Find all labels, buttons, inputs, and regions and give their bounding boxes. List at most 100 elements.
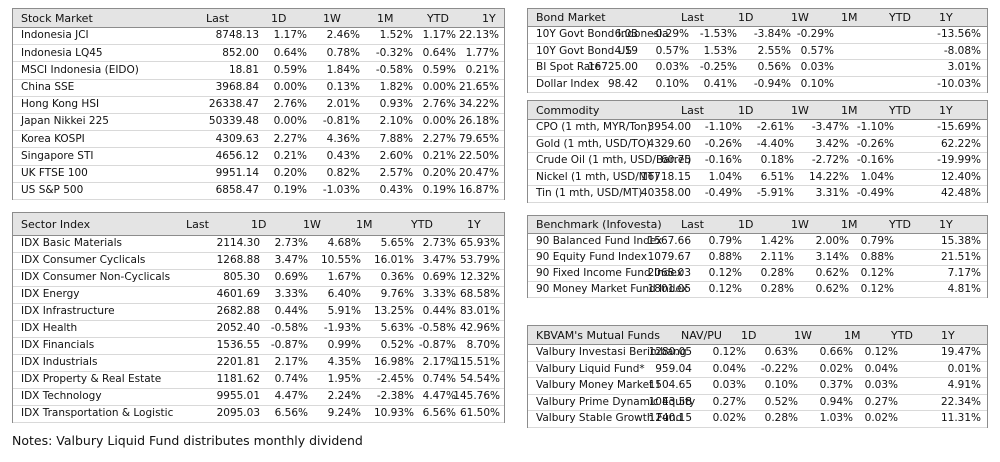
cell-value: 959.04 — [655, 362, 692, 375]
cell-value: -13.56% — [937, 28, 981, 40]
cell-value: 2.55% — [757, 44, 791, 57]
cell-value: 0.20% — [422, 166, 456, 179]
cell-value: 22.50% — [458, 149, 499, 162]
cell-value: 3.33% — [274, 288, 308, 301]
cell-value: -2.61% — [756, 121, 794, 133]
cell-value: 16725.00 — [587, 61, 638, 73]
cell-value: 0.02% — [712, 412, 746, 425]
cell-value: 79.65% — [458, 132, 499, 145]
cell-value: 1.77% — [465, 46, 499, 59]
cell-value: 2201.81 — [216, 356, 260, 369]
cell-value: -0.49% — [704, 187, 742, 199]
cell-value: 4309.63 — [215, 132, 259, 145]
table-row: Hong Kong HSI 26338.47 2.76% 2.01% 0.93% 2.76… — [13, 96, 504, 114]
cell-value: 0.57% — [800, 44, 834, 57]
row-label: 90 Balanced Fund Index — [536, 234, 663, 247]
cell-value: 14.22% — [808, 170, 849, 183]
cell-value: -0.29% — [651, 28, 689, 40]
cell-value: 0.21% — [273, 149, 307, 162]
cell-value: 0.69% — [274, 271, 308, 284]
table-row: CPO (1 mth, MYR/Ton) 3954.00 -1.10% -2.61% -… — [528, 119, 987, 137]
cell-value: 0.59% — [422, 63, 456, 76]
table-row: Nickel (1 mth, USD/MT) 16718.15 1.04% 6.51%… — [528, 169, 987, 186]
column-header: YTD — [889, 218, 911, 231]
cell-value: 4.47% — [422, 390, 456, 403]
cell-value: -0.26% — [856, 137, 894, 150]
header-row: KBVAM's Mutual Funds NAV/PU 1D 1W 1M YTD 1Y — [528, 326, 987, 345]
cell-value: 16.87% — [458, 184, 499, 197]
cell-value: 1.82% — [379, 80, 413, 93]
table-row: IDX Transportation & Logistic 2095.03 6.56… — [13, 405, 504, 423]
cell-value: -1.10% — [704, 121, 742, 133]
cell-value: 1.95% — [327, 373, 361, 386]
cell-value: 115.51% — [453, 356, 500, 369]
cell-value: -2.72% — [811, 154, 849, 166]
column-header: 1W — [303, 217, 321, 231]
cell-value: 0.21% — [422, 149, 456, 162]
table-title: KBVAM's Mutual Funds — [536, 328, 660, 342]
column-header: 1W — [794, 328, 812, 342]
cell-value: 0.44% — [274, 305, 308, 318]
cell-value: 6.40% — [327, 288, 361, 301]
cell-value: 0.13% — [326, 80, 360, 93]
cell-value: 0.28% — [764, 412, 798, 425]
row-label: IDX Property & Real Estate — [21, 373, 162, 386]
header-row: Benchmark (Infovesta) Last 1D 1W 1M YTD 1Y — [528, 216, 987, 234]
cell-value: 0.62% — [815, 266, 849, 279]
table-row: IDX Infrastructure 2682.88 0.44% 5.91% 13.25… — [13, 303, 504, 321]
cell-value: -0.22% — [760, 362, 798, 375]
cell-value: 53.79% — [459, 254, 500, 267]
cell-value: 0.74% — [422, 373, 456, 386]
cell-value: 0.12% — [860, 282, 894, 295]
table-title: Stock Market — [21, 11, 93, 25]
table-row: Tin (1 mth, USD/MT) 40358.00 -0.49% -5.91% 3… — [528, 185, 987, 203]
cell-value: 0.28% — [760, 266, 794, 279]
column-header: 1Y — [941, 328, 955, 342]
column-header: 1D — [251, 217, 267, 231]
cell-value: 0.03% — [655, 61, 689, 73]
column-header: 1Y — [482, 11, 496, 25]
table-row: IDX Property & Real Estate 1181.62 0.74% 1.… — [13, 371, 504, 389]
row-label: IDX Health — [21, 322, 78, 335]
cell-value: 2.73% — [422, 237, 456, 250]
cell-value: 10.93% — [373, 407, 414, 420]
cell-value: 1268.88 — [216, 254, 260, 267]
row-label: China SSE — [21, 80, 75, 93]
row-label: 90 Equity Fund Index — [536, 250, 647, 263]
cell-value: 2.11% — [760, 250, 794, 263]
cell-value: 2.00% — [815, 234, 849, 247]
cell-value: 0.44% — [422, 305, 456, 318]
cell-value: 0.00% — [422, 80, 456, 93]
column-header: 1M — [356, 217, 373, 231]
cell-value: 4.81% — [947, 282, 981, 295]
cell-value: -0.87% — [270, 339, 308, 352]
cell-value: 0.00% — [422, 115, 456, 128]
cell-value: 42.48% — [940, 187, 981, 199]
cell-value: 4.19 — [614, 44, 638, 57]
column-header: 1M — [841, 103, 858, 117]
table-row: Indonesia LQ45 852.00 0.64% 0.78% -0.32% 0.64… — [13, 44, 504, 63]
column-header: 1M — [841, 11, 858, 24]
cell-value: 0.66% — [819, 346, 853, 359]
cell-value: 6.51% — [760, 170, 794, 183]
table-panel: Sector Index Last 1D 1W 1M YTD 1Y IDX Basic Mat… — [12, 212, 505, 423]
column-header: 1D — [738, 218, 754, 231]
cell-value: 16.01% — [373, 254, 414, 267]
table-row: 90 Money Market Fund Index 1801.05 0.12% 0.… — [528, 281, 987, 298]
cell-value: 0.12% — [708, 266, 742, 279]
cell-value: 0.12% — [708, 282, 742, 295]
cell-value: 2052.40 — [216, 322, 260, 335]
cell-value: 0.93% — [379, 98, 413, 111]
cell-value: 0.04% — [712, 362, 746, 375]
cell-value: 0.99% — [327, 339, 361, 352]
row-label: Nickel (1 mth, USD/MT) — [536, 170, 659, 183]
cell-value: 1.53% — [703, 44, 737, 57]
column-header: 1W — [791, 11, 809, 24]
row-label: IDX Financials — [21, 339, 95, 352]
cell-value: 0.82% — [326, 166, 360, 179]
table-row: Gold (1 mth, USD/TO) 4329.60 -0.26% -4.40% 3… — [528, 136, 987, 153]
cell-value: -0.29% — [796, 28, 834, 40]
cell-value: 62.22% — [940, 137, 981, 150]
row-label: Valbury Prime Dynamic Equity — [536, 395, 696, 408]
cell-value: 11.31% — [940, 412, 981, 425]
